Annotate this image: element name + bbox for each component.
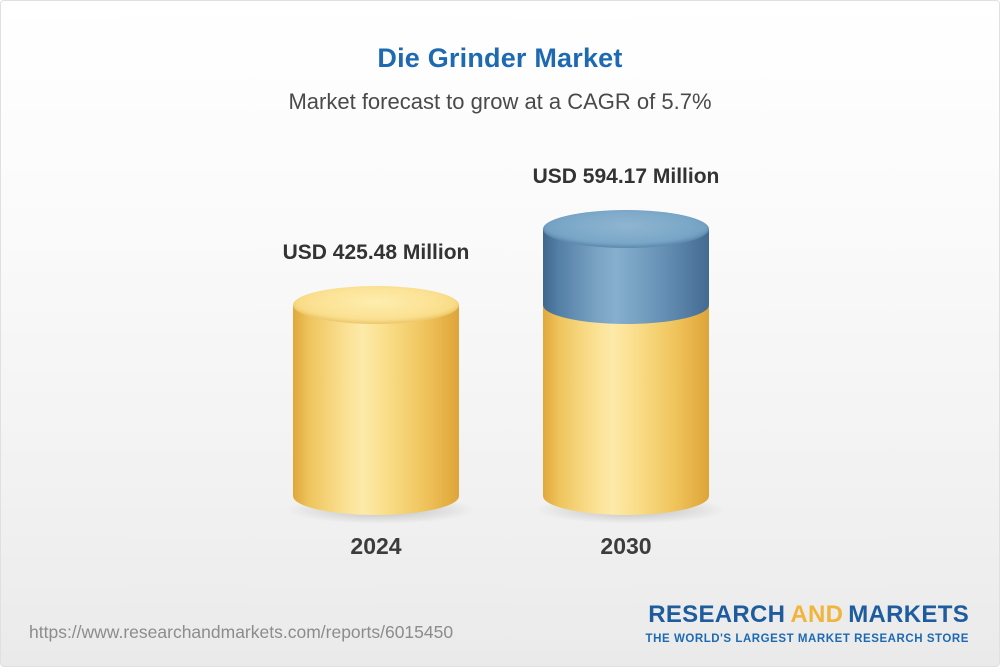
researchandmarkets-logo: RESEARCH AND MARKETS THE WORLD'S LARGEST M… [646, 601, 969, 645]
chart-subtitle: Market forecast to grow at a CAGR of 5.7… [288, 89, 712, 114]
logo-wordmark: RESEARCH AND MARKETS [646, 601, 969, 629]
bar-2024-segment [293, 304, 459, 515]
bar-2030 [535, 210, 727, 524]
logo-word-markets: MARKETS [848, 601, 969, 628]
value-label-2024: USD 425.48 Million [282, 240, 470, 264]
report-url: https://www.researchandmarkets.com/repor… [29, 622, 454, 642]
value-label-2030: USD 594.17 Million [532, 165, 720, 189]
category-label-2024: 2024 [350, 533, 402, 559]
logo-word-research: RESEARCH [648, 601, 786, 628]
chart-title: Die Grinder Market [377, 43, 623, 73]
bar-2024-top-ellipse [293, 285, 459, 324]
logo-tagline: THE WORLD'S LARGEST MARKET RESEARCH STOR… [645, 633, 969, 645]
bar-2030-base-segment [543, 304, 709, 515]
bar-2030-top-ellipse [543, 210, 709, 249]
logo-word-and: AND [790, 601, 844, 628]
category-label-2030: 2030 [600, 533, 652, 559]
bar-2024 [285, 285, 477, 524]
